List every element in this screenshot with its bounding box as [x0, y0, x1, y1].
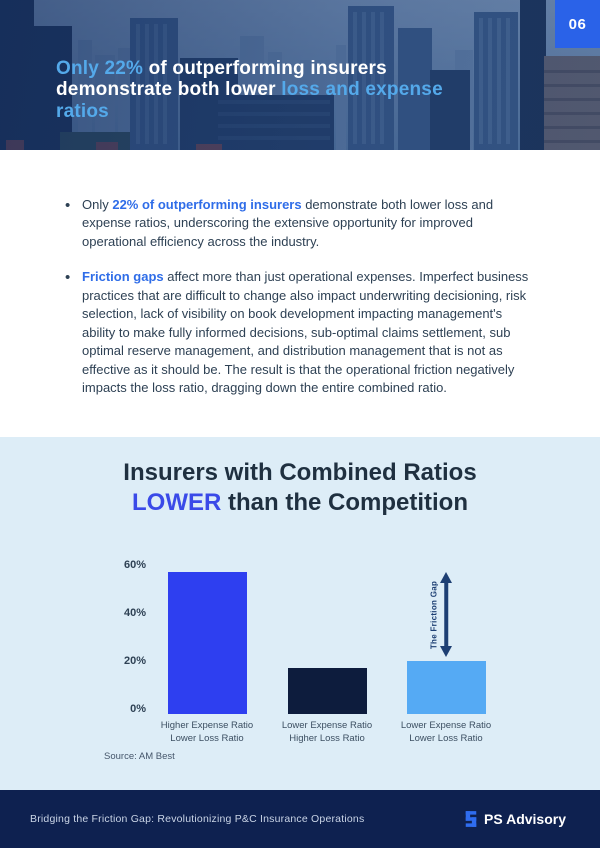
x-axis-label-2: Lower Expense Ratio Higher Loss Ratio: [252, 720, 402, 745]
x-label-1-line-2: Lower Loss Ratio: [170, 732, 244, 744]
chart-title-highlight: LOWER: [132, 489, 222, 517]
friction-gap-label-text: The Friction Gap: [429, 580, 439, 649]
bar-lower-expense-higher-loss: [288, 668, 367, 714]
x-label-2-line-1: Lower Expense Ratio: [281, 720, 373, 731]
ps-advisory-logo: PS Advisory: [464, 811, 566, 827]
bullet-1-pre: Only: [82, 197, 113, 212]
body-text-section: Only 22% of outperforming insurers demon…: [0, 150, 600, 437]
bullet-1-rest: demonstrate both lower loss and expense …: [82, 197, 494, 249]
bar-lower-expense-lower-loss: [407, 661, 486, 714]
chart-section: Insurers with Combined Ratios LOWER than…: [0, 437, 600, 790]
footer: Bridging the Friction Gap: Revolutionizi…: [0, 790, 600, 848]
page-title: Only 22% of outperforming insurers demon…: [56, 58, 464, 122]
footer-title: Bridging the Friction Gap: Revolutionizi…: [30, 813, 365, 825]
x-axis-label-3: Lower Expense Ratio Lower Loss Ratio: [371, 720, 521, 745]
ps-advisory-logo-icon: [465, 811, 477, 827]
arrow-up-icon: [440, 572, 452, 584]
bullet-2-highlight: Friction gaps: [82, 269, 164, 285]
chart-title-line-2-rest: than the Competition: [221, 489, 468, 517]
ps-advisory-logo-text: PS Advisory: [484, 811, 566, 827]
chart-title-line-1: Insurers with Combined Ratios: [123, 459, 477, 486]
y-axis-tick-0: 0%: [130, 703, 146, 716]
hero-header: Only 22% of outperforming insurers demon…: [0, 0, 600, 150]
bullet-item-1: Only 22% of outperforming insurers demon…: [64, 195, 532, 251]
source-note: Source: AM Best: [104, 751, 175, 762]
friction-gap-arrow: The Friction Gap: [430, 572, 455, 658]
x-label-3-line-1: Lower Expense Ratio: [400, 720, 492, 731]
page-title-body: of outperforming insurers demonstrate bo…: [56, 58, 387, 101]
chart-title: Insurers with Combined Ratios LOWER than…: [0, 437, 600, 519]
photo-overlay: [0, 0, 600, 150]
arrow-down-icon: [440, 646, 452, 658]
bullet-2-rest: affect more than just operational expens…: [82, 269, 529, 396]
page-number-badge: 06: [555, 0, 600, 48]
x-label-3-line-2: Lower Loss Ratio: [409, 732, 483, 744]
x-label-2-line-2: Higher Loss Ratio: [289, 732, 365, 744]
arrow-line: [444, 581, 448, 649]
y-axis-tick-60: 60%: [123, 559, 146, 572]
bullet-item-2: Friction gaps affect more than just oper…: [64, 267, 532, 397]
bullet-list: Only 22% of outperforming insurers demon…: [64, 195, 532, 398]
chart-title-line-2: LOWER than the Competition: [0, 488, 600, 518]
y-axis-tick-20: 20%: [123, 655, 146, 668]
bullet-1-highlight: 22% of outperforming insurers: [112, 197, 302, 212]
x-label-1-line-1: Higher Expense Ratio: [160, 720, 254, 731]
friction-gap-label: The Friction Gap: [428, 572, 440, 657]
y-axis-tick-40: 40%: [123, 607, 146, 620]
page-title-highlight-1: Only 22%: [56, 58, 144, 79]
bar-higher-expense-lower-loss: [168, 572, 247, 714]
page-title-highlight-2: loss and expense ratios: [56, 79, 443, 122]
x-axis-label-1: Higher Expense Ratio Lower Loss Ratio: [132, 720, 282, 745]
